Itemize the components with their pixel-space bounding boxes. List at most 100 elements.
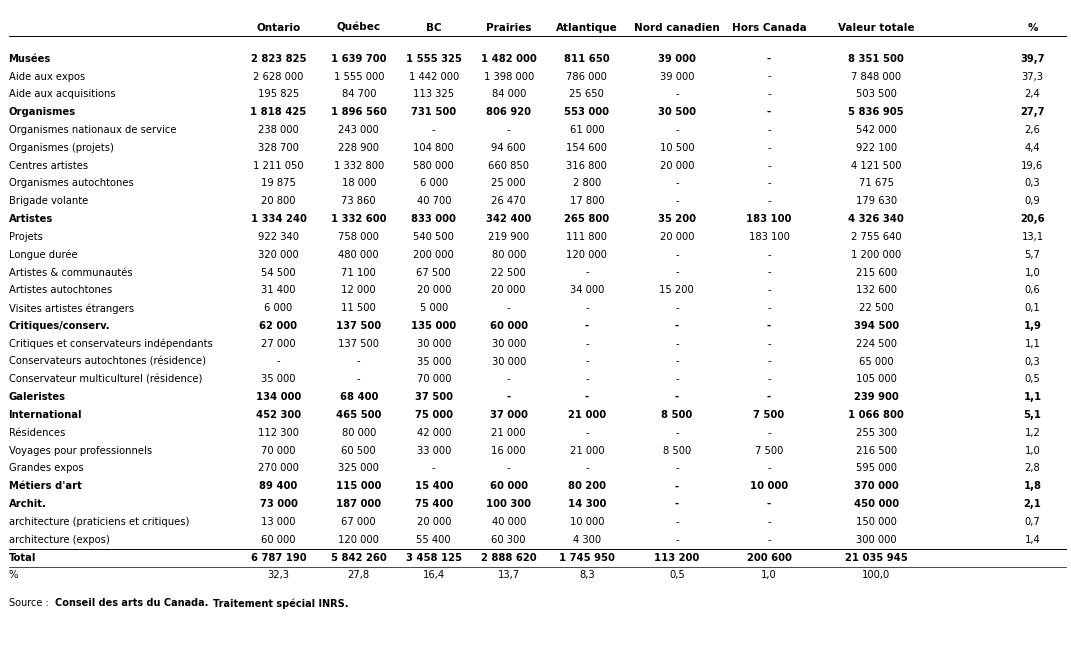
Text: -: - [432, 464, 436, 474]
Text: 2,1: 2,1 [1024, 499, 1041, 509]
Text: 65 000: 65 000 [859, 356, 893, 367]
Text: 452 300: 452 300 [256, 410, 301, 420]
Text: 27,7: 27,7 [1021, 107, 1044, 117]
Text: -: - [767, 392, 771, 402]
Text: 1 332 800: 1 332 800 [334, 160, 383, 170]
Text: 73 860: 73 860 [342, 196, 376, 206]
Text: Centres artistes: Centres artistes [9, 160, 88, 170]
Text: 542 000: 542 000 [856, 125, 896, 135]
Text: 1,2: 1,2 [1025, 428, 1040, 438]
Text: 104 800: 104 800 [413, 143, 454, 153]
Text: Source :: Source : [9, 598, 51, 608]
Text: 1,9: 1,9 [1024, 321, 1041, 331]
Text: -: - [585, 303, 589, 313]
Text: 239 900: 239 900 [854, 392, 899, 402]
Text: 37 000: 37 000 [489, 410, 528, 420]
Text: -: - [675, 267, 679, 278]
Text: 21 035 945: 21 035 945 [845, 553, 907, 563]
Text: 17 800: 17 800 [570, 196, 604, 206]
Text: 2 823 825: 2 823 825 [251, 54, 306, 64]
Text: -: - [507, 392, 511, 402]
Text: 238 000: 238 000 [258, 125, 299, 135]
Text: Visites artistes étrangers: Visites artistes étrangers [9, 303, 134, 314]
Text: -: - [675, 339, 679, 348]
Text: 21 000: 21 000 [568, 410, 606, 420]
Text: 833 000: 833 000 [411, 214, 456, 224]
Text: 10 000: 10 000 [570, 517, 604, 527]
Text: 731 500: 731 500 [411, 107, 456, 117]
Text: 3 458 125: 3 458 125 [406, 553, 462, 563]
Text: 1,1: 1,1 [1024, 392, 1041, 402]
Text: -: - [585, 428, 589, 438]
Text: 4 326 340: 4 326 340 [848, 214, 904, 224]
Text: -: - [675, 534, 679, 545]
Text: 0,5: 0,5 [669, 571, 684, 580]
Text: -: - [675, 428, 679, 438]
Text: -: - [507, 375, 511, 384]
Text: 32,3: 32,3 [268, 571, 289, 580]
Text: 10 500: 10 500 [660, 143, 694, 153]
Text: Aide aux expos: Aide aux expos [9, 71, 85, 81]
Text: Ontario: Ontario [256, 23, 301, 33]
Text: Voyages pour professionnels: Voyages pour professionnels [9, 445, 152, 456]
Text: 55 400: 55 400 [417, 534, 451, 545]
Text: Organismes (projets): Organismes (projets) [9, 143, 114, 153]
Text: -: - [675, 303, 679, 313]
Text: 7 848 000: 7 848 000 [851, 71, 901, 81]
Text: 120 000: 120 000 [338, 534, 379, 545]
Text: 20 000: 20 000 [417, 286, 451, 295]
Text: -: - [767, 499, 771, 509]
Text: 1 334 240: 1 334 240 [251, 214, 306, 224]
Text: -: - [507, 303, 511, 313]
Text: -: - [432, 125, 436, 135]
Text: architecture (praticiens et critiques): architecture (praticiens et critiques) [9, 517, 188, 527]
Text: 580 000: 580 000 [413, 160, 454, 170]
Text: 183 100: 183 100 [749, 232, 789, 242]
Text: 132 600: 132 600 [856, 286, 896, 295]
Text: -: - [767, 375, 771, 384]
Text: 1 639 700: 1 639 700 [331, 54, 387, 64]
Text: 503 500: 503 500 [856, 89, 896, 100]
Text: 30 000: 30 000 [417, 339, 451, 348]
Text: 300 000: 300 000 [856, 534, 896, 545]
Text: -: - [767, 428, 771, 438]
Text: -: - [767, 160, 771, 170]
Text: 179 630: 179 630 [856, 196, 896, 206]
Text: -: - [675, 517, 679, 527]
Text: 73 000: 73 000 [259, 499, 298, 509]
Text: -: - [767, 356, 771, 367]
Text: Longue durée: Longue durée [9, 250, 77, 260]
Text: 40 700: 40 700 [417, 196, 451, 206]
Text: -: - [585, 321, 589, 331]
Text: -: - [675, 89, 679, 100]
Text: 758 000: 758 000 [338, 232, 379, 242]
Text: Organismes nationaux de service: Organismes nationaux de service [9, 125, 176, 135]
Text: 1 896 560: 1 896 560 [331, 107, 387, 117]
Text: 187 000: 187 000 [336, 499, 381, 509]
Text: 811 650: 811 650 [564, 54, 609, 64]
Text: Traitement spécial INRS.: Traitement spécial INRS. [213, 598, 349, 608]
Text: %: % [9, 571, 18, 580]
Text: 42 000: 42 000 [417, 428, 451, 438]
Text: Projets: Projets [9, 232, 43, 242]
Text: 2,8: 2,8 [1025, 464, 1040, 474]
Text: 10 000: 10 000 [750, 481, 788, 491]
Text: 80 000: 80 000 [492, 250, 526, 259]
Text: 18 000: 18 000 [342, 178, 376, 189]
Text: International: International [9, 410, 82, 420]
Text: 25 000: 25 000 [492, 178, 526, 189]
Text: -: - [767, 286, 771, 295]
Text: 13 000: 13 000 [261, 517, 296, 527]
Text: 80 200: 80 200 [568, 481, 606, 491]
Text: -: - [675, 464, 679, 474]
Text: 89 400: 89 400 [259, 481, 298, 491]
Text: -: - [767, 321, 771, 331]
Text: Galeristes: Galeristes [9, 392, 65, 402]
Text: 215 600: 215 600 [856, 267, 896, 278]
Text: 7 500: 7 500 [755, 445, 783, 456]
Text: 39,7: 39,7 [1021, 54, 1044, 64]
Text: 154 600: 154 600 [567, 143, 607, 153]
Text: 228 900: 228 900 [338, 143, 379, 153]
Text: 31 400: 31 400 [261, 286, 296, 295]
Text: Grandes expos: Grandes expos [9, 464, 84, 474]
